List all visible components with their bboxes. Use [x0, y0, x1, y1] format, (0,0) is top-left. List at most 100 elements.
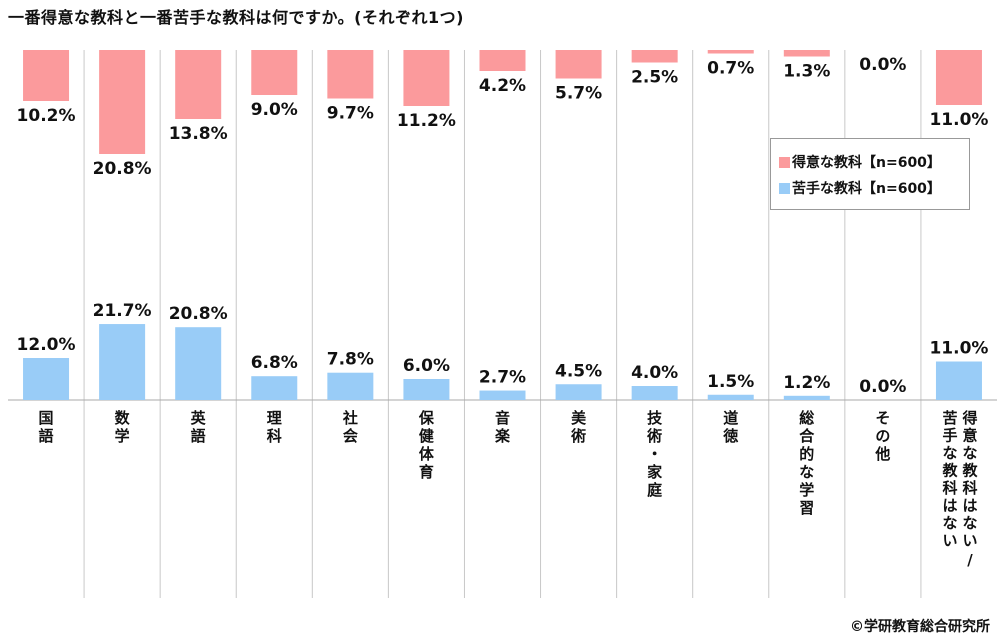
category-char: 楽 [495, 427, 511, 445]
category-char: 科 [942, 479, 957, 497]
category-char: 英 [191, 409, 207, 427]
bar-good [631, 50, 678, 63]
category-char: / [967, 551, 973, 569]
category-char: 学 [799, 481, 814, 499]
legend-item-good: 得意な教科【n=600】 [779, 149, 961, 175]
category-char: な [942, 444, 957, 462]
value-label-bad: 2.7% [479, 368, 526, 388]
bar-bad [403, 379, 450, 400]
category-char: 音 [495, 409, 510, 427]
category-char: の [875, 427, 890, 445]
copyright-text: ©学研教育総合研究所 [850, 619, 990, 635]
category-char: そ [875, 409, 890, 427]
value-label-bad: 0.0% [859, 377, 906, 397]
value-label-bad: 7.8% [327, 350, 374, 370]
value-label-good: 11.0% [929, 110, 988, 130]
category-char: 社 [342, 409, 358, 427]
value-label-good: 5.7% [555, 84, 602, 104]
category-char: 学 [115, 427, 130, 445]
category-char: 他 [874, 445, 890, 463]
value-label-good: 20.8% [93, 159, 152, 179]
bar-bad [935, 361, 982, 400]
category-label: 技術・家庭 [646, 409, 663, 499]
category-char: 語 [39, 427, 54, 445]
category-label: 数学 [115, 409, 131, 445]
category-char: 苦 [942, 409, 957, 427]
category-char: 習 [799, 499, 814, 517]
bar-good [707, 50, 754, 54]
bar-bad [23, 358, 70, 400]
category-char: 数 [115, 409, 131, 427]
value-label-bad: 1.2% [783, 373, 830, 393]
value-label-good: 13.8% [169, 124, 228, 144]
category-char: 健 [419, 427, 434, 445]
value-label-bad: 6.8% [251, 353, 298, 373]
category-char: 徳 [722, 427, 738, 445]
value-label-good: 2.5% [631, 68, 678, 88]
legend-label-bad: 苦手な教科【n=600】 [792, 181, 941, 197]
category-char: 育 [419, 463, 434, 481]
bar-good [403, 50, 450, 106]
category-char: ・ [647, 445, 662, 463]
bar-good [479, 50, 526, 71]
bar-bad [327, 372, 374, 400]
value-label-bad: 6.0% [403, 356, 450, 376]
bar-bad [99, 324, 146, 400]
category-char: 意 [962, 427, 977, 445]
bar-bad [631, 386, 678, 400]
value-label-bad: 1.5% [707, 372, 754, 392]
category-char: 得 [961, 409, 977, 427]
value-label-good: 1.3% [783, 62, 830, 82]
category-char: 国 [39, 409, 54, 427]
value-label-bad: 4.0% [631, 363, 678, 383]
bar-good [251, 50, 298, 95]
value-label-bad: 11.0% [929, 339, 988, 359]
bar-good [175, 50, 222, 119]
bar-good [327, 50, 374, 99]
category-char: 科 [267, 427, 282, 445]
category-char: な [942, 514, 957, 532]
legend: 得意な教科【n=600】 苦手な教科【n=600】 [770, 138, 970, 210]
bar-good [783, 50, 830, 57]
category-char: 会 [343, 427, 358, 445]
category-label: 社会 [342, 409, 358, 445]
category-char: い [962, 532, 977, 550]
category-label: 美術 [570, 409, 587, 445]
bar-bad [251, 376, 298, 400]
category-char: 体 [419, 445, 435, 463]
bar-bad [479, 390, 526, 400]
bar-bad [783, 395, 830, 400]
category-label: 英語 [191, 409, 207, 445]
value-label-good: 9.0% [251, 100, 298, 120]
category-label: 国語 [39, 409, 54, 445]
category-char: 手 [942, 427, 957, 445]
category-char: 教 [961, 462, 978, 480]
category-char: 庭 [647, 481, 663, 499]
category-char: な [799, 463, 814, 481]
legend-label-good: 得意な教科【n=600】 [792, 155, 941, 171]
category-char: な [962, 444, 977, 462]
value-label-good: 9.7% [327, 104, 374, 124]
category-char: 教 [941, 462, 958, 480]
category-char: 科 [962, 479, 977, 497]
value-label-good: 4.2% [479, 76, 526, 96]
value-label-bad: 4.5% [555, 361, 602, 381]
category-char: 美 [571, 409, 587, 427]
category-char: 道 [723, 409, 738, 427]
bar-good [23, 50, 70, 101]
bar-bad [555, 384, 602, 400]
category-char: 的 [799, 445, 814, 463]
value-label-good: 0.0% [859, 55, 906, 75]
category-label: 道徳 [722, 409, 738, 445]
category-char: は [962, 497, 977, 515]
category-char: 保 [418, 409, 435, 427]
bar-good [99, 50, 146, 154]
category-char: な [962, 514, 977, 532]
value-label-good: 10.2% [17, 106, 76, 126]
legend-swatch-good [779, 156, 790, 168]
category-char: 総 [799, 409, 814, 427]
category-char: 術 [646, 427, 662, 445]
